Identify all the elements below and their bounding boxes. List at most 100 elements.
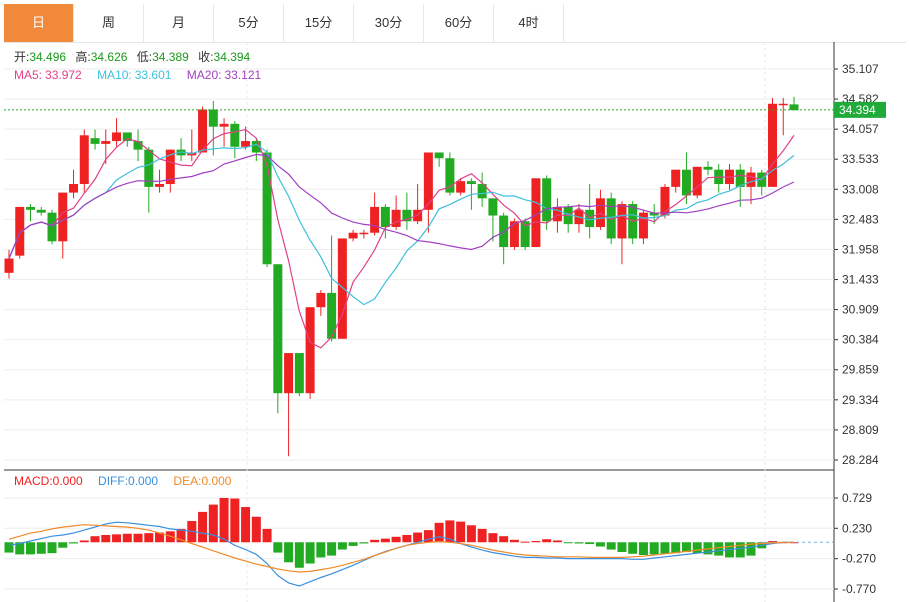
macd-bar [563,542,573,544]
candle-body [681,169,691,196]
macd-bar [649,542,659,555]
ohlc-info: 开:34.496 高:34.626 低:34.389 收:34.394 [14,49,251,64]
tab-30min[interactable]: 30分 [354,4,424,42]
tab-5min[interactable]: 5分 [214,4,284,42]
dea-label: DEA: [173,474,201,488]
macd-bar [219,497,229,543]
candle-body [520,221,530,248]
macd-bar [348,542,358,546]
candle-body [36,209,46,213]
macd-bar [746,542,756,556]
candle-body [552,206,562,222]
price-tick-label: 28.809 [842,423,879,437]
macd-bar [552,540,562,543]
macd-bar [316,542,326,558]
candle-body [703,166,713,170]
candle-body [509,221,519,248]
candle-body [273,264,283,394]
macd-bar [198,511,208,543]
candle-body [198,109,208,153]
macd-lines [8,521,794,587]
candle-body [251,141,261,153]
macd-bar [488,533,498,543]
candle-body [284,353,294,394]
candle-body [155,184,165,187]
macd-bar [327,542,337,556]
price-tick-label: 33.533 [842,152,879,166]
candle-body [316,292,326,308]
macd-bar [273,542,283,553]
ma5-line [8,128,795,349]
candle-body [638,212,648,239]
macd-bar [477,528,487,543]
close-label: 收: [198,50,213,64]
candle-body [112,132,122,142]
diff-value: 0.000 [128,474,158,488]
macd-bar [69,542,79,544]
price-tick-label: 28.284 [842,453,879,467]
y-axis-ticks: 35.10734.58234.05733.53333.00832.48331.9… [834,62,879,596]
candle-body [746,172,756,187]
candle-body [391,209,401,227]
candle-body [542,178,552,222]
macd-bar [36,542,46,554]
candle-body [370,206,380,233]
macd-bar [520,541,530,543]
macd-bar [531,541,541,543]
candle-body [348,232,358,239]
candle-body [692,166,702,196]
ma20-value: 33.121 [224,68,261,82]
candle-body [402,209,412,222]
moving-average-lines [8,128,795,349]
macd-bar [509,539,519,543]
candle-body [4,258,14,273]
tab-month[interactable]: 月 [144,4,214,42]
candle-body [735,169,745,187]
macd-bar [208,504,218,543]
candle-body [337,238,347,339]
ma5-label: MA5: [14,68,42,82]
macd-bar [47,542,57,554]
candle-body [101,141,111,144]
candle-body [165,149,175,185]
candle-body [26,206,36,210]
candle-body [649,212,659,216]
candle-body [327,292,337,339]
macd-tick-label: 0.729 [842,491,872,505]
tab-15min[interactable]: 15分 [284,4,354,42]
diff-label: DIFF: [98,474,128,488]
candle-body [305,307,315,394]
candle-body [133,141,143,150]
ma-info: MA5: 33.972 MA10: 33.601 MA20: 33.121 [14,68,262,82]
candle-body [434,152,444,159]
tab-week[interactable]: 周 [74,4,144,42]
macd-bar [413,532,423,543]
candle-body [767,103,777,187]
macd-bar [735,542,745,558]
dea-value: 0.000 [201,474,231,488]
price-tick-label: 29.859 [842,363,879,377]
macd-bar [423,530,433,543]
macd-bar [155,532,165,543]
candle-body [15,206,25,256]
candle-body [531,178,541,248]
tab-4hour[interactable]: 4时 [494,4,564,42]
macd-bar [58,542,68,548]
candle-body [477,184,487,199]
macd-tick-label: -0.770 [842,582,876,596]
macd-bar [617,542,627,552]
tab-day[interactable]: 日 [4,4,74,42]
high-label: 高: [75,49,90,64]
price-tick-label: 32.483 [842,212,879,226]
macd-label: MACD: [14,474,53,488]
macd-bar [337,542,347,550]
candle-body [660,186,670,216]
price-tick-label: 35.107 [842,62,879,76]
tab-60min[interactable]: 60分 [424,4,494,42]
ma20-line [8,153,795,259]
macd-bar [122,533,132,543]
macd-bar [101,534,111,543]
macd-bar [251,516,261,543]
macd-bar [370,539,380,543]
